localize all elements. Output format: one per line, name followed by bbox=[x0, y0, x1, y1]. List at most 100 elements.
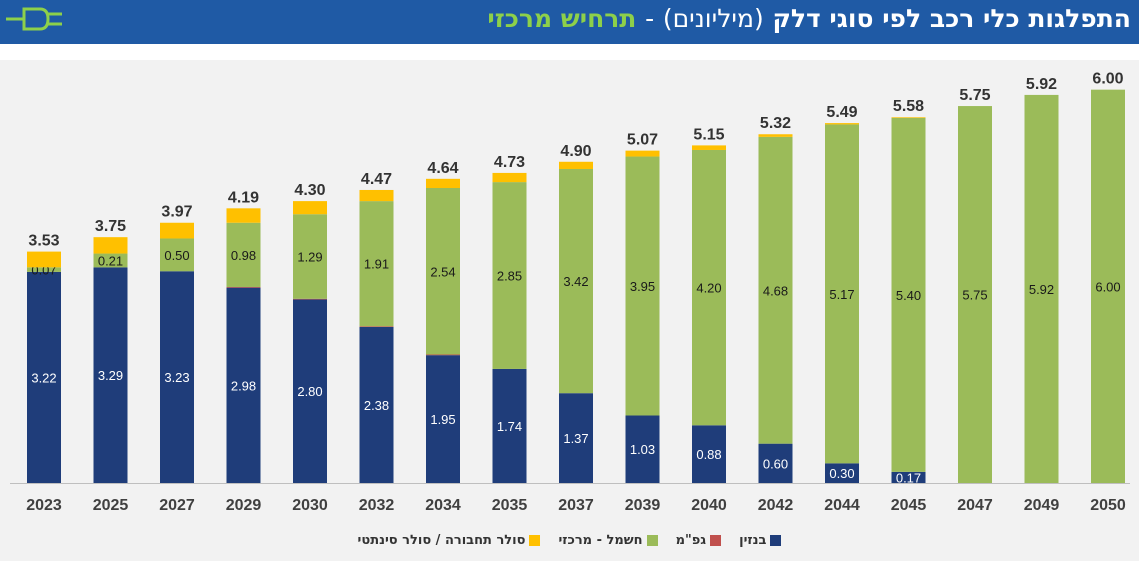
bar-segment-1 bbox=[293, 298, 327, 300]
data-label: 3.22 bbox=[31, 370, 56, 385]
bar-segment-0 bbox=[426, 355, 460, 483]
bar-segment-3 bbox=[27, 251, 61, 268]
x-tick-label: 2049 bbox=[1024, 497, 1060, 514]
bar-segment-2 bbox=[825, 124, 859, 464]
data-label: 3.42 bbox=[563, 274, 588, 289]
bar-segment-0 bbox=[93, 267, 128, 483]
bar-segment-3 bbox=[758, 134, 793, 137]
data-label: 5.92 bbox=[1029, 282, 1054, 297]
bar-segment-0 bbox=[492, 368, 527, 483]
data-label: 3.29 bbox=[98, 368, 123, 383]
total-label: 3.53 bbox=[28, 233, 59, 250]
bar-segment-0 bbox=[625, 415, 660, 483]
bar-segment-2 bbox=[359, 201, 394, 327]
bar-segment-0 bbox=[226, 287, 261, 483]
legend-item: סולר תחבורה / סולר סינתטי bbox=[358, 533, 541, 548]
title-unit: (מיליונים) bbox=[662, 4, 764, 33]
bar-segment-2 bbox=[226, 222, 261, 287]
legend-item: חשמל - מרכזי bbox=[558, 533, 658, 548]
data-label: 2.38 bbox=[364, 398, 389, 413]
x-tick-label: 2029 bbox=[226, 497, 262, 514]
total-label: 5.49 bbox=[826, 104, 857, 121]
bar-segment-2 bbox=[692, 149, 726, 426]
x-tick-label: 2035 bbox=[492, 497, 528, 514]
bar-segment-2 bbox=[492, 182, 527, 369]
total-label: 3.75 bbox=[95, 218, 126, 235]
x-tick-label: 2044 bbox=[824, 497, 860, 514]
data-label: 0.30 bbox=[829, 466, 854, 481]
data-label: 6.00 bbox=[1095, 279, 1120, 294]
bar-segment-3 bbox=[359, 189, 394, 202]
data-label: 2.54 bbox=[430, 264, 455, 279]
legend-label: סולר תחבורה / סולר סינתטי bbox=[357, 532, 526, 548]
data-label: 5.75 bbox=[962, 288, 987, 303]
page-title: התפלגות כלי רכב לפי סוגי דלק (מיליונים) … bbox=[487, 0, 1131, 40]
data-label: 1.03 bbox=[630, 442, 655, 457]
bar-segment-3 bbox=[692, 145, 726, 150]
bar-segment-0 bbox=[27, 271, 61, 483]
bar-segment-0 bbox=[160, 271, 194, 483]
x-tick-label: 2047 bbox=[957, 497, 993, 514]
bar-segment-0 bbox=[758, 443, 793, 483]
total-label: 4.64 bbox=[427, 160, 458, 177]
title-scenario: תרחיש מרכזי bbox=[487, 4, 637, 33]
bar-segment-3 bbox=[426, 178, 460, 188]
title-separator: - bbox=[645, 4, 655, 33]
bar-segment-2 bbox=[93, 253, 128, 268]
bar-segment-2 bbox=[758, 136, 793, 444]
data-label: 0.17 bbox=[896, 470, 921, 485]
bar-segment-0 bbox=[891, 471, 926, 483]
bar-segment-0 bbox=[559, 393, 593, 483]
data-label: 1.37 bbox=[563, 431, 588, 446]
bar-segment-2 bbox=[27, 267, 61, 272]
bar-segment-2 bbox=[426, 188, 460, 355]
bar-segment-2 bbox=[958, 106, 992, 484]
x-tick-label: 2050 bbox=[1090, 497, 1126, 514]
data-label: 2.98 bbox=[231, 378, 256, 393]
data-label: 0.21 bbox=[98, 253, 123, 268]
bar-segment-2 bbox=[891, 117, 926, 472]
data-label: 2.80 bbox=[297, 384, 322, 399]
legend-swatch bbox=[529, 534, 541, 546]
data-label: 3.95 bbox=[630, 279, 655, 294]
data-label: 1.91 bbox=[364, 257, 389, 272]
total-label: 4.47 bbox=[361, 171, 392, 188]
data-label: 2.85 bbox=[497, 269, 522, 284]
bar-segment-3 bbox=[625, 150, 660, 157]
bar-segment-3 bbox=[93, 237, 128, 254]
bar-segment-1 bbox=[359, 326, 394, 327]
data-label: 1.74 bbox=[497, 419, 522, 434]
data-label: 0.60 bbox=[763, 456, 788, 471]
title-main: התפלגות כלי רכב לפי סוגי דלק bbox=[772, 4, 1131, 33]
chart-legend: בנזין גפ"מ חשמל - מרכזי סולר תחבורה / סולר … bbox=[0, 528, 1139, 552]
x-tick-label: 2025 bbox=[93, 497, 129, 514]
legend-item: בנזין bbox=[739, 533, 782, 548]
bar-segment-3 bbox=[226, 208, 261, 223]
x-tick-label: 2040 bbox=[691, 497, 727, 514]
x-tick-label: 2027 bbox=[159, 497, 195, 514]
legend-swatch bbox=[770, 534, 782, 546]
bar-segment-3 bbox=[160, 222, 194, 239]
total-label: 4.30 bbox=[294, 182, 325, 199]
bar-segment-3 bbox=[492, 172, 527, 183]
legend-swatch bbox=[646, 534, 658, 546]
data-label: 4.20 bbox=[696, 281, 721, 296]
bar-segment-2 bbox=[160, 238, 194, 272]
total-label: 4.73 bbox=[494, 154, 525, 171]
x-tick-label: 2045 bbox=[891, 497, 927, 514]
total-label: 3.97 bbox=[161, 204, 192, 221]
data-label: 3.23 bbox=[164, 370, 189, 385]
bar-segment-2 bbox=[1091, 89, 1125, 484]
bar-segment-3 bbox=[559, 161, 593, 169]
bar-segment-2 bbox=[625, 156, 660, 416]
x-tick-label: 2023 bbox=[26, 497, 62, 514]
data-label: 0.50 bbox=[164, 248, 189, 263]
title-bar: התפלגות כלי רכב לפי סוגי דלק (מיליונים) … bbox=[0, 0, 1139, 44]
bar-segment-0 bbox=[825, 463, 859, 483]
x-tick-label: 2034 bbox=[425, 497, 461, 514]
data-label: 5.40 bbox=[896, 288, 921, 303]
total-label: 5.75 bbox=[959, 87, 990, 104]
total-label: 5.92 bbox=[1026, 76, 1057, 93]
plug-icon bbox=[6, 7, 62, 31]
bar-segment-0 bbox=[359, 326, 394, 483]
